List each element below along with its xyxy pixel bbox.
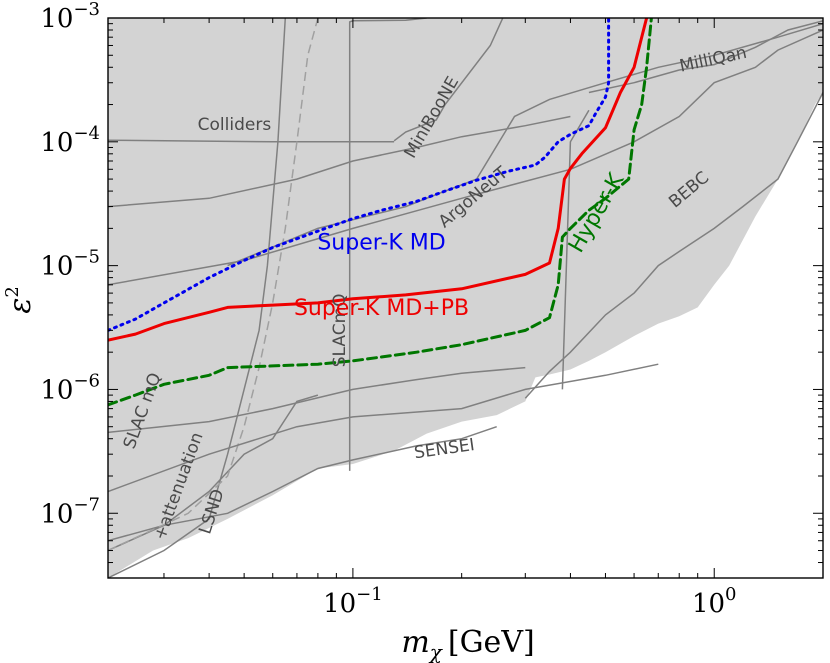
- plot-frame: [107, 17, 824, 579]
- x-axis-label-sub: χ: [428, 640, 444, 663]
- excluded-region: [108, 18, 823, 578]
- y-tick-label: 10−4: [40, 123, 100, 158]
- constraint-line-slacmq-lower: [108, 366, 526, 434]
- x-tick-label: 10−1: [323, 584, 383, 619]
- curve-label-super-k-md: Super-K MD: [317, 230, 445, 255]
- y-axis-label-var: ε: [3, 298, 38, 314]
- constraint-line-colliders-2: [108, 115, 571, 208]
- x-axis-label: mχ [GeV]: [401, 625, 534, 663]
- constraint-line-colliders: [108, 139, 395, 143]
- x-axis-label-unit: [GeV]: [448, 625, 535, 660]
- x-axis-label-var: m: [401, 625, 429, 660]
- y-tick-label: 10−5: [40, 247, 100, 282]
- y-tick-label: 10−7: [40, 494, 100, 529]
- constraint-line-miniboone: [393, 18, 504, 142]
- series-line-super-k-md-pb: [108, 18, 649, 342]
- region-label-slacmq: SLACmQ: [330, 293, 350, 367]
- region-label-colliders: Colliders: [198, 115, 272, 135]
- constraint-line-sensei: [108, 425, 497, 542]
- x-tick-label: 100: [692, 584, 737, 619]
- series-line-hyper-k: [108, 18, 653, 407]
- constraint-line-bebc-2: [561, 109, 590, 390]
- constraint-line-lsnd: [108, 18, 287, 578]
- constraint-line-milliqan: [588, 20, 823, 94]
- y-tick-label: 10−6: [40, 370, 100, 405]
- curve-label-super-k-md-pb: Super-K MD+PB: [294, 296, 469, 321]
- constraint-line-argoneut: [227, 22, 823, 267]
- y-axis-label-sup: 2: [2, 286, 23, 297]
- series-line-super-k-md: [108, 18, 611, 332]
- constraint-line-bebc: [524, 92, 823, 399]
- constraint-line-slacmq-line2: [108, 363, 659, 493]
- y-tick-label: 10−3: [40, 0, 100, 34]
- constraint-line-slac-dashed: [108, 18, 319, 552]
- y-axis-label: ε2: [2, 286, 38, 314]
